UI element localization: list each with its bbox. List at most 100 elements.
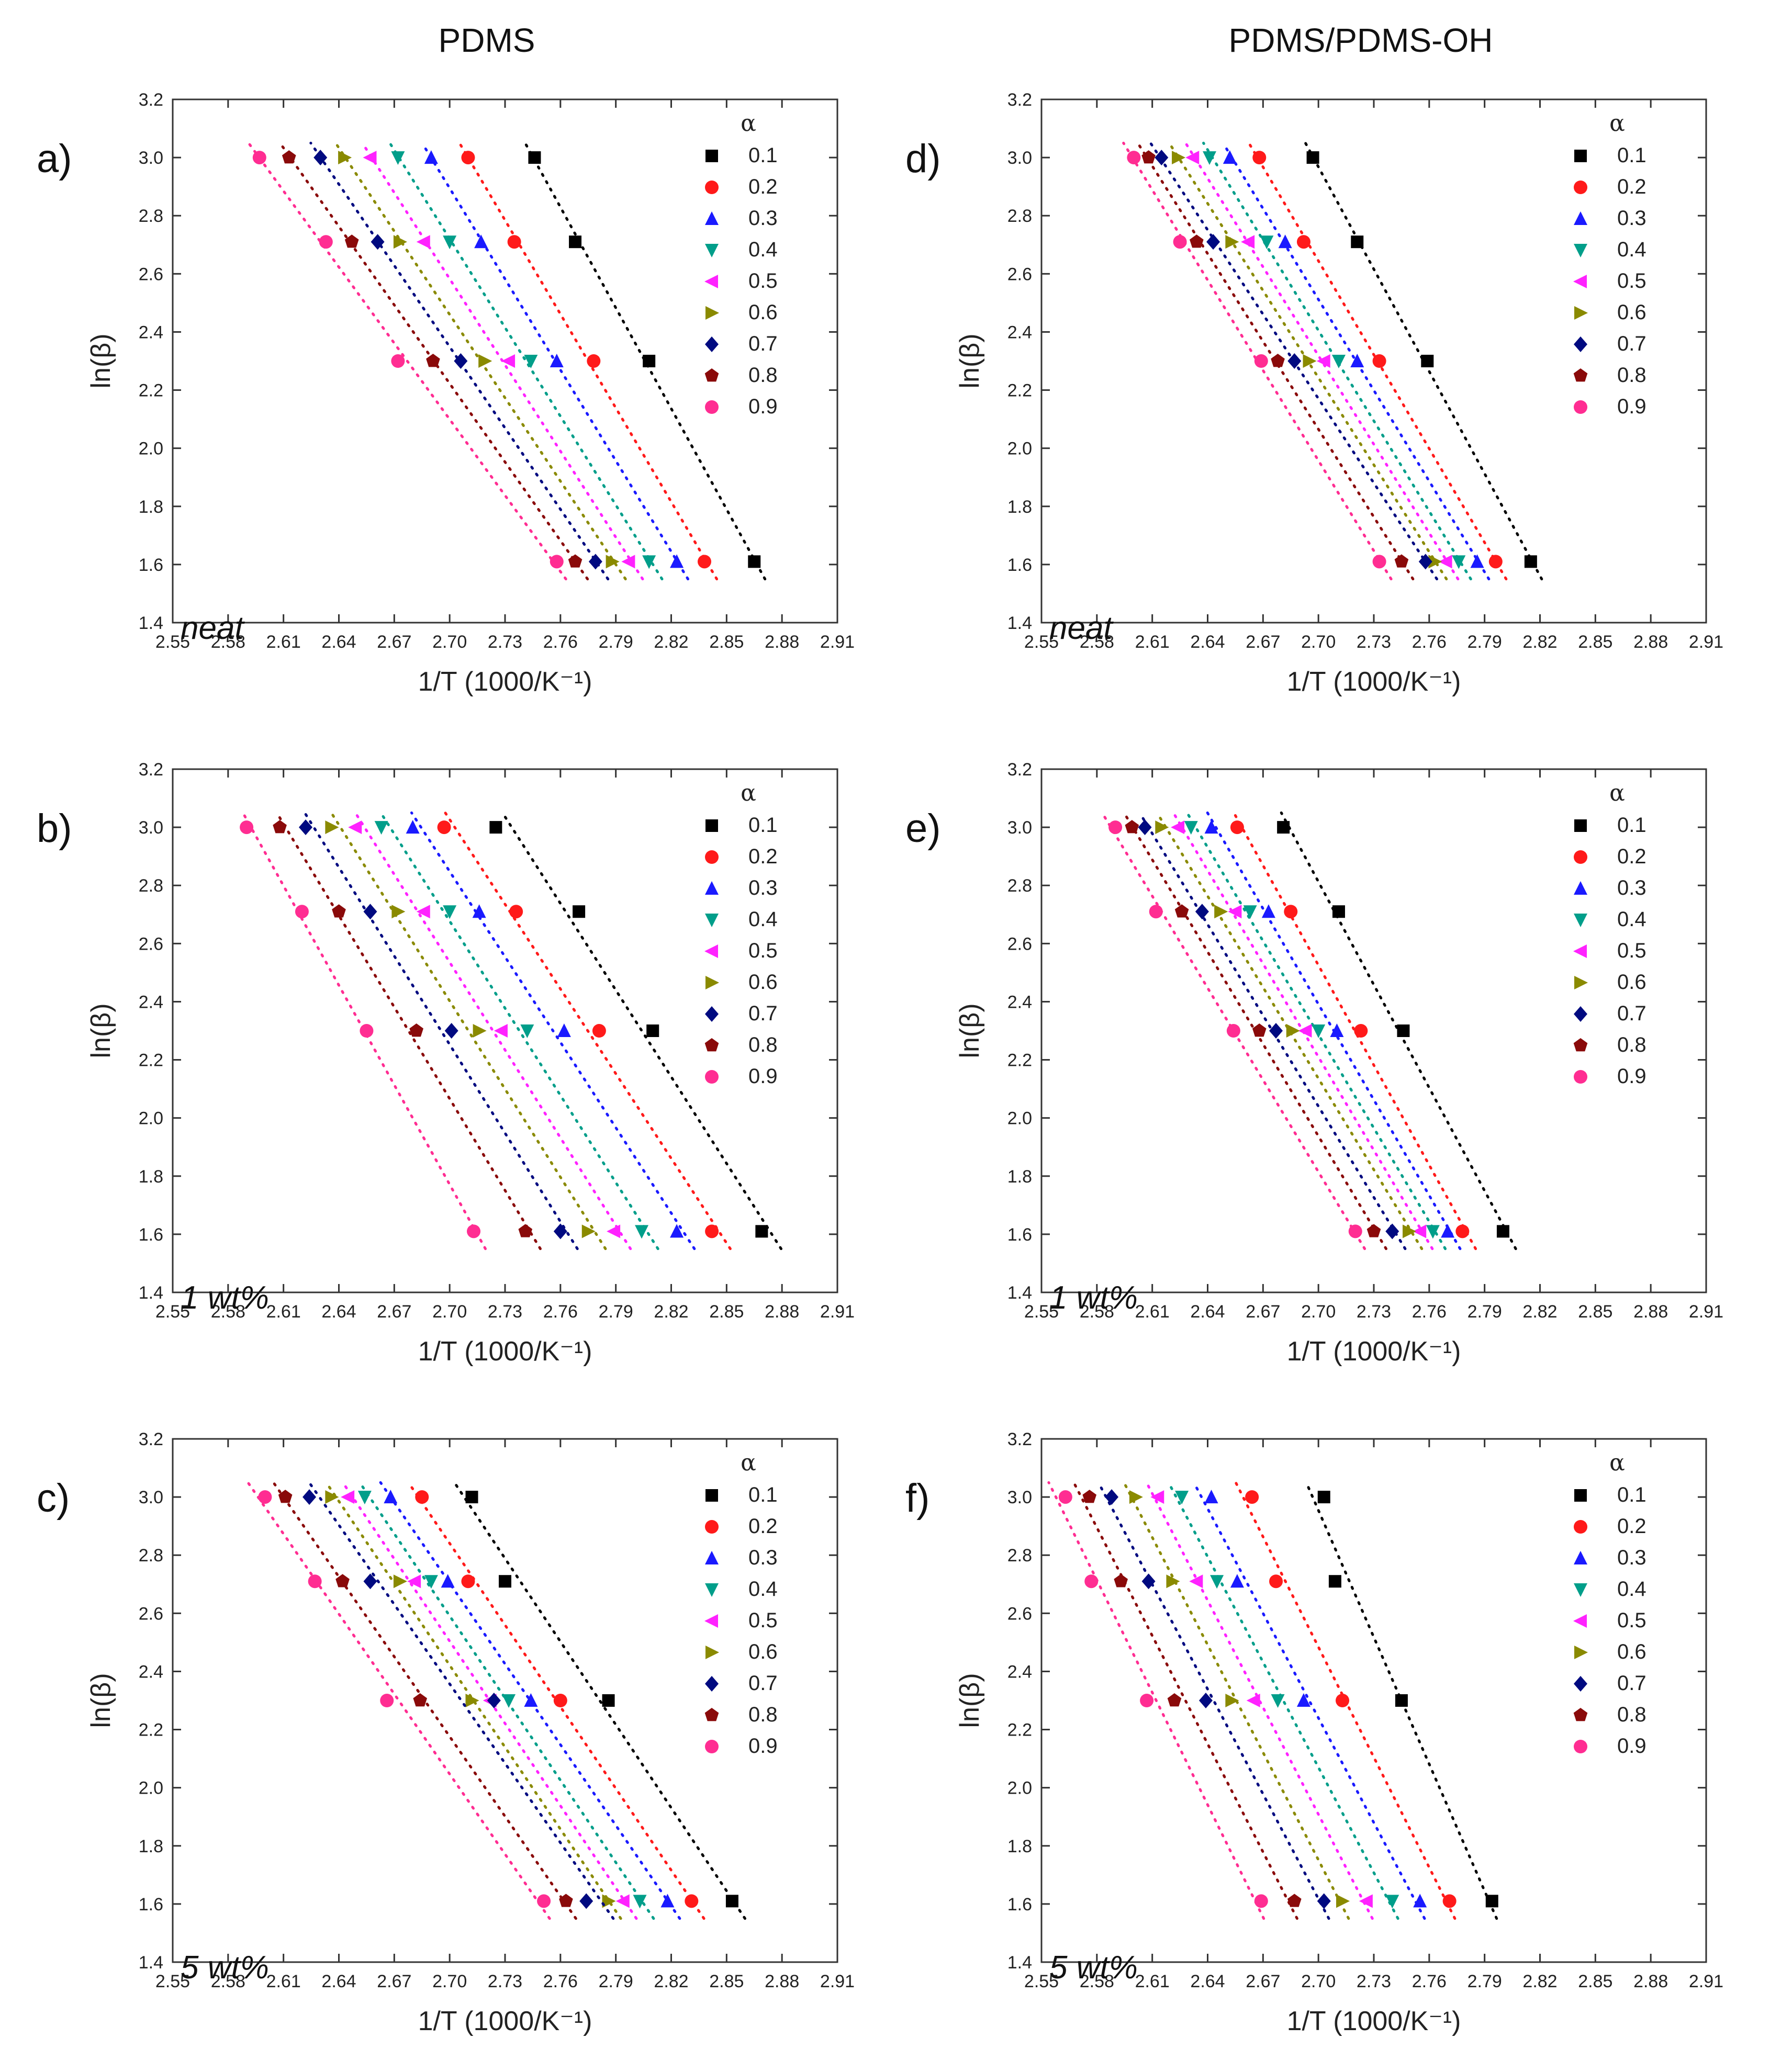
- fit-line-0.5: [354, 811, 632, 1251]
- data-point: [332, 904, 346, 918]
- data-point: [335, 1574, 350, 1587]
- chart-panel-c: c) 2.55 2.58 2.61 2.64 2.67 2.70 2.73 2.76 2.79 2…: [31, 1418, 890, 2072]
- data-point: [1336, 1894, 1350, 1908]
- x-tick-label: 2.55: [155, 632, 190, 652]
- series-0.2: [415, 1490, 699, 1908]
- data-point: [569, 235, 582, 249]
- x-tick-label: 2.58: [1080, 632, 1114, 652]
- y-tick-label: 1.4: [1007, 1283, 1032, 1303]
- y-tick-label: 3.0: [1007, 148, 1032, 168]
- data-point: [1245, 1490, 1259, 1504]
- legend-marker: [1573, 275, 1587, 288]
- fit-line-0.7: [1097, 1481, 1330, 1920]
- data-point: [587, 354, 601, 368]
- y-tick-label: 2.6: [139, 1604, 163, 1624]
- series-0.4: [374, 821, 649, 1239]
- x-tick-label: 2.70: [1301, 1972, 1336, 1991]
- legend-marker: [704, 1708, 719, 1721]
- legend-marker: [1574, 1676, 1587, 1692]
- x-tick-label: 2.76: [1412, 1972, 1447, 1991]
- legend-label: 0.4: [748, 1578, 778, 1601]
- legend-marker: [1574, 211, 1587, 225]
- data-point: [341, 1490, 355, 1504]
- legend-label: 0.3: [1617, 207, 1646, 230]
- chart-svg: 2.55 2.58 2.61 2.64 2.67 2.70 2.73 2.76 2.79 2.82…: [955, 760, 1723, 1367]
- y-tick-label: 2.4: [1007, 1662, 1032, 1682]
- data-point: [416, 235, 430, 249]
- legend-label: 0.6: [748, 301, 778, 324]
- data-point: [520, 1024, 534, 1038]
- data-point: [409, 1023, 423, 1037]
- legend-title: α: [1609, 110, 1625, 137]
- series-0.8: [282, 150, 582, 568]
- legend-label: 0.3: [748, 1546, 778, 1569]
- chart-svg: 2.55 2.58 2.61 2.64 2.67 2.70 2.73 2.76 2.79 2.82…: [86, 760, 855, 1367]
- data-point: [1426, 1225, 1440, 1239]
- series-0.8: [278, 1490, 573, 1907]
- data-point: [489, 821, 502, 834]
- series-0.5: [363, 151, 635, 569]
- data-point: [581, 1224, 596, 1238]
- x-tick-label: 2.61: [1135, 632, 1170, 652]
- x-tick-label: 2.85: [709, 1972, 744, 1991]
- series-0.7: [1155, 150, 1432, 570]
- legend-marker: [705, 1070, 719, 1084]
- data-point: [1261, 904, 1275, 918]
- data-point: [461, 1574, 475, 1589]
- data-point: [1172, 151, 1186, 165]
- series-0.6: [338, 151, 620, 569]
- legend-label: 0.8: [1617, 1033, 1646, 1056]
- data-point: [1082, 1490, 1097, 1503]
- y-axis-title: ln(β): [955, 333, 985, 388]
- data-point: [633, 1895, 647, 1909]
- legend-marker: [705, 1740, 719, 1753]
- data-point: [528, 151, 541, 164]
- legend-marker: [705, 1646, 719, 1659]
- legend-marker: [705, 400, 719, 414]
- legend-label: 0.2: [748, 1515, 778, 1538]
- y-tick-label: 2.4: [1007, 992, 1032, 1012]
- data-point: [363, 904, 377, 920]
- x-tick-label: 2.73: [1357, 632, 1391, 652]
- x-tick-label: 2.70: [1301, 632, 1336, 652]
- data-point: [1496, 1225, 1509, 1238]
- y-tick-label: 2.6: [139, 934, 163, 954]
- data-point: [1241, 235, 1255, 249]
- legend-label: 0.5: [1617, 939, 1646, 962]
- data-point: [607, 1224, 621, 1238]
- data-point: [308, 1574, 322, 1589]
- data-point: [371, 234, 385, 250]
- y-axis-title: ln(β): [86, 333, 116, 388]
- y-tick-label: 1.6: [1007, 1225, 1032, 1245]
- data-point: [1298, 1024, 1312, 1038]
- data-point: [1129, 1490, 1143, 1504]
- y-axis-title: ln(β): [86, 1003, 116, 1058]
- data-point: [363, 1573, 377, 1590]
- x-tick-label: 2.88: [1633, 1302, 1668, 1322]
- x-tick-label: 2.91: [820, 632, 855, 652]
- x-tick-label: 2.76: [543, 1302, 578, 1322]
- x-tick-label: 2.70: [432, 1972, 467, 1991]
- series-0.8: [1082, 1490, 1302, 1907]
- series-0.1: [465, 1491, 738, 1908]
- legend-marker: [704, 368, 719, 382]
- series-0.5: [1150, 1490, 1373, 1908]
- y-tick-label: 3.2: [139, 90, 163, 110]
- data-point: [568, 554, 582, 568]
- fit-line-0.4: [1202, 141, 1472, 581]
- data-point: [1296, 235, 1310, 249]
- legend-marker: [1574, 400, 1587, 414]
- data-point: [1348, 1224, 1362, 1238]
- data-point: [472, 904, 486, 918]
- data-point: [1230, 1574, 1244, 1588]
- data-point: [1271, 1694, 1285, 1708]
- x-tick-label: 2.76: [1412, 632, 1447, 652]
- legend-marker: [1574, 850, 1587, 864]
- legend-label: 0.5: [1617, 269, 1646, 292]
- series-0.2: [1245, 1490, 1457, 1908]
- series-0.4: [357, 1491, 647, 1909]
- y-tick-label: 2.8: [139, 876, 163, 896]
- y-tick-label: 1.4: [139, 1283, 163, 1303]
- series-0.8: [273, 820, 533, 1237]
- x-tick-label: 2.64: [1190, 1972, 1225, 1991]
